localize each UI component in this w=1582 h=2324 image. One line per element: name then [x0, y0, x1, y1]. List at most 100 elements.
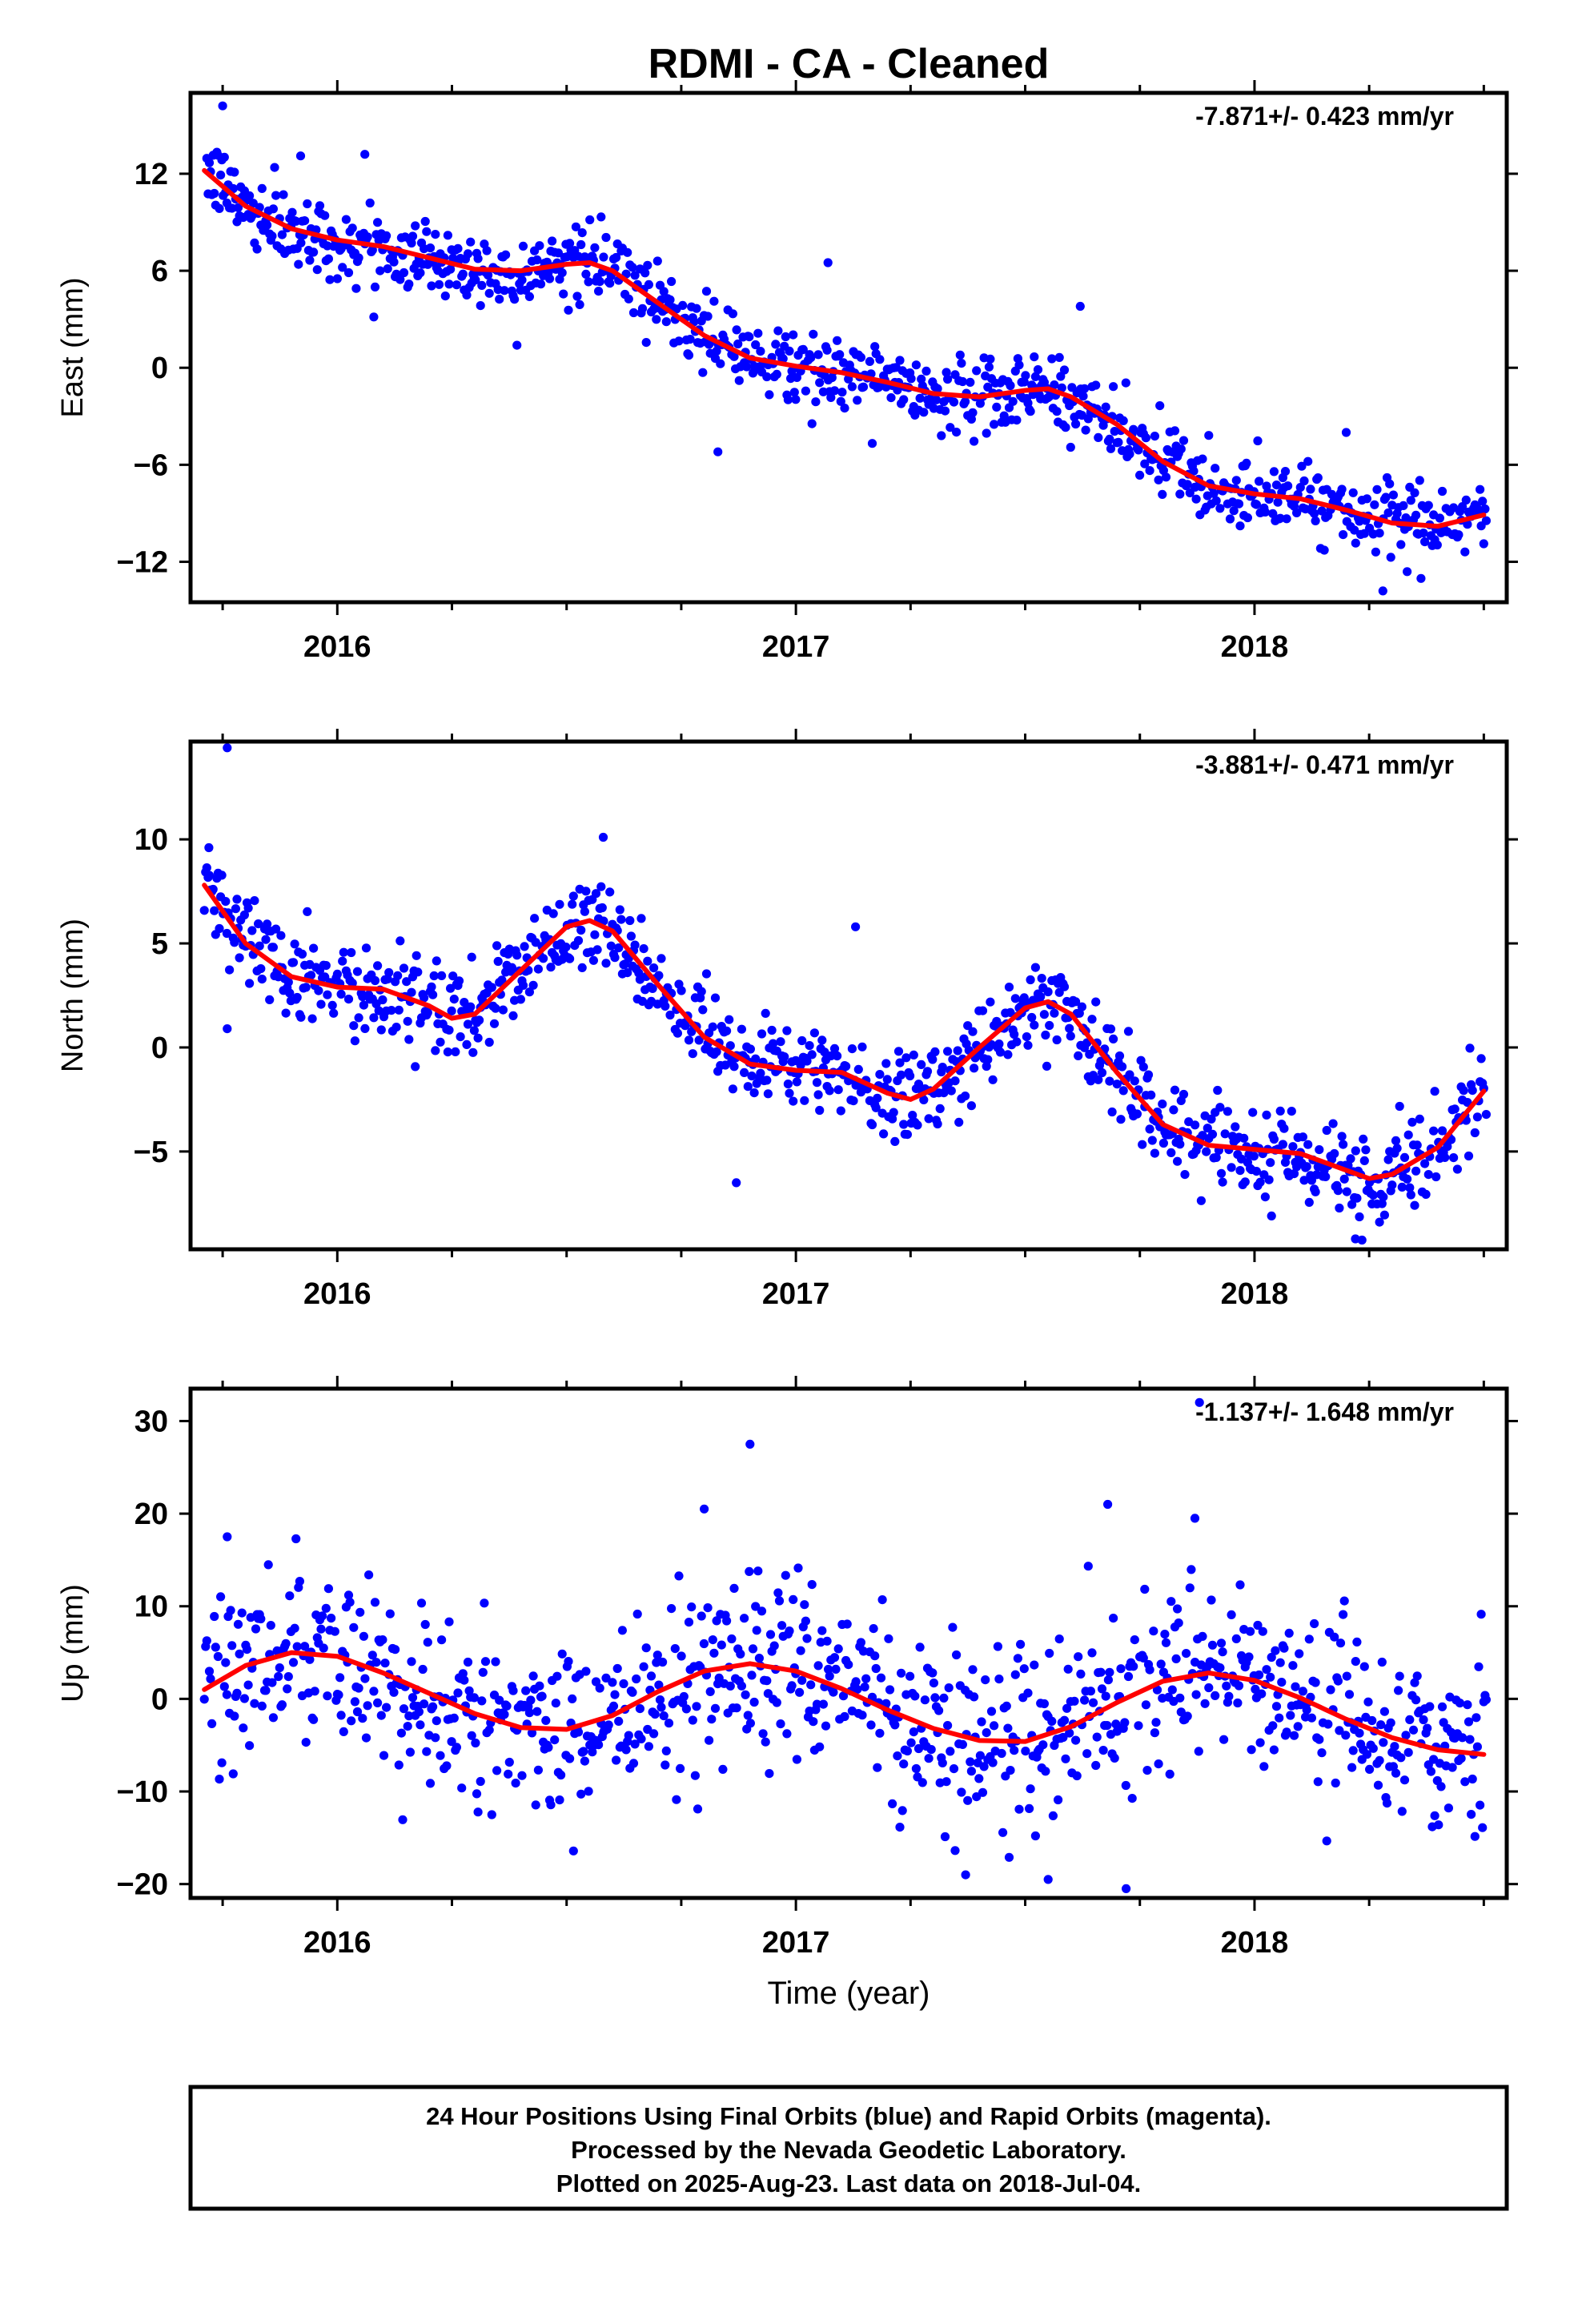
data-point [1415, 476, 1424, 485]
data-point [396, 275, 405, 284]
data-point [722, 1616, 732, 1626]
data-point [256, 1614, 266, 1624]
data-point [1420, 537, 1430, 547]
data-point [373, 1698, 383, 1707]
data-point [448, 971, 458, 981]
data-point [842, 1619, 852, 1629]
data-point [870, 1651, 880, 1661]
data-point [1196, 1196, 1206, 1205]
data-point [897, 1668, 906, 1678]
data-point [254, 919, 263, 929]
data-point [1470, 1128, 1480, 1138]
data-point [1097, 1068, 1107, 1078]
data-point [347, 223, 357, 233]
data-point [998, 1827, 1008, 1837]
outlier-point [1351, 1234, 1360, 1244]
data-point [1142, 1766, 1152, 1775]
data-point [718, 1764, 728, 1774]
data-point [1275, 1658, 1285, 1667]
data-point [751, 340, 761, 350]
data-point [605, 279, 615, 288]
data-point [753, 328, 763, 338]
data-point [250, 1699, 259, 1708]
data-point [323, 254, 333, 263]
data-point [1408, 1725, 1419, 1735]
data-point [1149, 1626, 1158, 1636]
outlier-point [1043, 1875, 1053, 1884]
data-point [1022, 1032, 1031, 1042]
data-point [207, 1719, 217, 1728]
data-point [369, 312, 379, 322]
data-point [309, 943, 319, 953]
data-point [1367, 1715, 1377, 1726]
data-point [399, 963, 409, 973]
data-point [655, 1695, 665, 1705]
data-point [1251, 1167, 1261, 1176]
data-point [1249, 1152, 1259, 1161]
data-point [1346, 1154, 1355, 1164]
data-point [411, 1062, 420, 1072]
data-point [841, 1061, 851, 1072]
data-point [1385, 479, 1395, 489]
data-point [369, 1013, 379, 1023]
data-point [265, 995, 275, 1004]
data-point [1426, 1767, 1435, 1776]
data-point [436, 1751, 445, 1760]
data-point [1008, 396, 1018, 406]
data-point [895, 1058, 905, 1068]
data-point [1030, 1660, 1039, 1670]
data-point [641, 338, 651, 348]
data-point [511, 1779, 520, 1788]
data-point [565, 239, 575, 248]
data-point [453, 1688, 463, 1698]
data-point [924, 1114, 934, 1124]
data-point [882, 1075, 892, 1084]
data-point [267, 231, 277, 241]
data-point [1138, 1140, 1147, 1149]
data-point [492, 941, 502, 951]
data-point [577, 228, 587, 238]
data-point [1052, 407, 1062, 416]
data-point [983, 382, 993, 392]
data-point [1071, 1735, 1081, 1745]
data-point [1467, 1810, 1476, 1819]
data-point [263, 220, 272, 230]
data-point [762, 1676, 772, 1686]
data-point [385, 1609, 395, 1618]
data-point [520, 942, 529, 951]
data-point [906, 1738, 916, 1747]
data-point [688, 1715, 697, 1725]
data-point [456, 1032, 465, 1042]
data-point [1410, 488, 1419, 498]
data-point [444, 1025, 454, 1035]
data-point [1182, 1711, 1192, 1721]
data-point [644, 1742, 654, 1751]
data-point [606, 941, 616, 951]
data-point [1383, 1155, 1393, 1164]
data-point [268, 943, 278, 952]
data-point [316, 1624, 326, 1634]
data-point [697, 1611, 706, 1621]
data-point [975, 399, 985, 408]
data-point [950, 1846, 960, 1856]
outlier-point [360, 150, 370, 159]
outlier-point [1190, 1514, 1200, 1523]
data-point [580, 1756, 590, 1766]
data-point [202, 1636, 211, 1646]
data-point [652, 1651, 662, 1660]
data-point [1240, 1177, 1250, 1187]
data-point [467, 952, 476, 962]
data-point [1397, 1807, 1407, 1816]
data-point [639, 944, 648, 954]
data-point [902, 1746, 912, 1756]
data-point [528, 1671, 538, 1681]
data-point [709, 1648, 719, 1658]
data-point [867, 1120, 877, 1130]
data-point [1375, 1755, 1384, 1765]
data-point [1339, 1140, 1348, 1149]
data-point [1359, 1134, 1368, 1144]
data-point [809, 329, 818, 339]
data-point [1110, 1753, 1119, 1763]
data-point [1243, 513, 1252, 523]
data-point [1105, 1076, 1114, 1086]
